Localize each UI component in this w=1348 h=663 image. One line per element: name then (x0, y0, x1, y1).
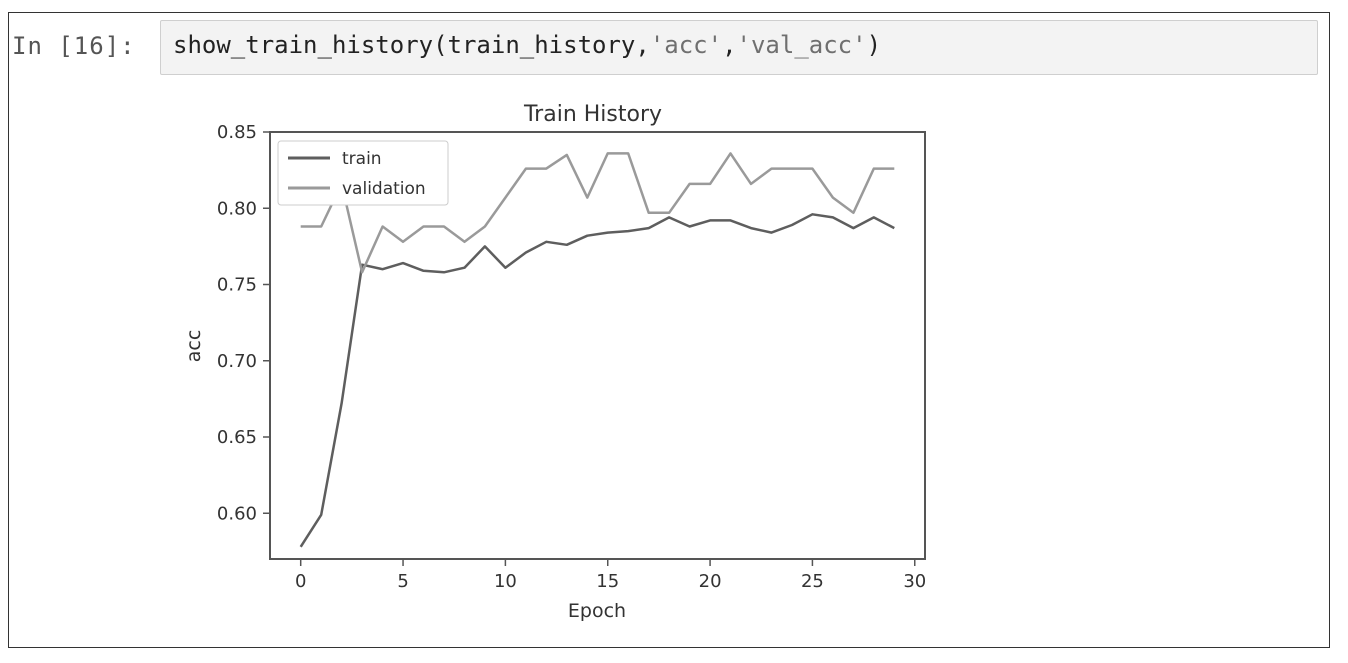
code-close-paren: ) (866, 31, 882, 59)
x-tick-label: 20 (699, 571, 722, 592)
code-function-call: show_train_history(train_history, (173, 31, 650, 59)
chart-legend: train validation (277, 140, 449, 206)
x-tick-label: 30 (903, 571, 926, 592)
chart-title: Train History (523, 102, 662, 127)
y-tick-label: 0.75 (217, 275, 257, 296)
x-tick-label: 0 (295, 571, 306, 592)
input-prompt: In [16]: (12, 32, 136, 60)
y-tick-label: 0.60 (217, 503, 257, 524)
plot-area-frame (269, 131, 926, 560)
x-axis-label: Epoch (568, 600, 626, 622)
y-axis-label: acc (183, 330, 205, 363)
train-history-chart: Train History 0 5 10 15 20 25 30 0.60 0.65 0.70 0.… (183, 102, 926, 622)
x-tick-label: 10 (494, 571, 517, 592)
series-line-train (299, 213, 895, 548)
notebook-cell (8, 12, 1330, 648)
code-input-area[interactable]: show_train_history(train_history,'acc','… (160, 20, 1318, 75)
y-tick-label: 0.70 (217, 351, 257, 372)
chart-output: Train History 0 5 10 15 20 25 30 0.60 0.65 0.70 0.… (160, 90, 960, 635)
x-tick-label: 25 (801, 571, 824, 592)
series-line-validation (300, 152, 895, 274)
y-tick-label: 0.65 (217, 427, 257, 448)
legend-label-train: train (342, 149, 382, 169)
code-line: show_train_history(train_history,'acc','… (173, 31, 881, 59)
x-tick-label: 15 (596, 571, 619, 592)
legend-label-validation: validation (342, 179, 426, 199)
y-tick-label: 0.85 (217, 122, 257, 143)
code-string-arg: 'acc' (649, 31, 723, 59)
x-tick-label: 5 (397, 571, 408, 592)
code-comma: , (722, 31, 737, 59)
code-string-arg: 'val_acc' (736, 31, 867, 59)
y-tick-label: 0.80 (217, 198, 257, 219)
